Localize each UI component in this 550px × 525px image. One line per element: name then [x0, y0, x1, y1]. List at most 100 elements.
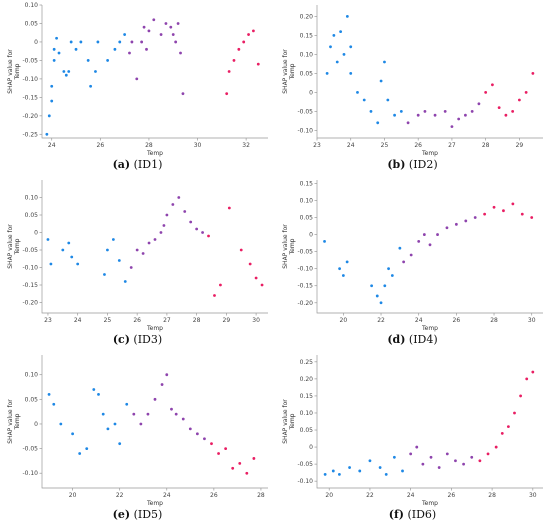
x-axis-label: Temp [146, 325, 163, 332]
data-point [46, 238, 50, 241]
data-point [337, 472, 341, 476]
data-point [338, 267, 341, 271]
y-tick-label: 0.10 [25, 372, 39, 379]
y-tick-label: -0.05 [22, 446, 38, 453]
data-point [341, 274, 345, 277]
data-point [129, 266, 133, 269]
data-point [55, 36, 58, 40]
data-point [445, 452, 449, 456]
data-point [464, 113, 467, 117]
x-tick-label: 30 [528, 317, 536, 324]
data-point [323, 472, 327, 476]
y-tick-label: -0.15 [297, 283, 313, 290]
chart-panel-c: 23 24 25 26 27 28 29 30 -0.20 -0.15 -0.10 -0.05 0 0.0… [0, 175, 275, 350]
data-point [142, 25, 146, 29]
scatter-plot-c: 23 24 25 26 27 28 29 30 -0.20 -0.15 -0.10 -0.05 0 0.0… [7, 180, 268, 332]
data-point [248, 262, 252, 266]
y-tick-label: 0.05 [300, 215, 314, 222]
y-axis-label: SHAP value forTemp [282, 49, 296, 94]
data-point [406, 121, 410, 125]
scatter-plot-b: 23 24 25 26 27 28 29 -0.10 -0.05 0 0.05 0.10 0.15 0.2… [282, 5, 543, 157]
data-point [513, 411, 516, 415]
data-point [349, 45, 353, 49]
y-tick-label: 0.15 [300, 32, 314, 39]
caption-id: (ID5) [130, 508, 163, 521]
data-point [254, 276, 258, 280]
y-tick-label: 0.10 [25, 2, 39, 9]
data-point [47, 114, 51, 118]
data-point [123, 280, 127, 283]
data-point [189, 220, 193, 224]
x-tick-label: 26 [133, 317, 141, 324]
data-point [217, 452, 220, 455]
data-point [415, 445, 419, 449]
data-point [464, 219, 468, 223]
data-point [71, 432, 75, 436]
data-point [462, 462, 465, 466]
y-tick-label: 0.05 [300, 70, 314, 77]
data-point [125, 402, 129, 406]
data-point [146, 412, 150, 416]
data-point [252, 29, 255, 33]
data-point [384, 472, 388, 476]
caption-id: (ID4) [405, 333, 438, 346]
data-point [376, 121, 380, 125]
data-point [239, 248, 243, 252]
y-tick-label: 0.20 [300, 13, 314, 20]
data-point [160, 383, 164, 386]
y-tick-label: -0.10 [22, 470, 38, 477]
data-point [147, 29, 151, 33]
y-axis-label: SHAP value forTemp [7, 49, 21, 94]
data-point [398, 246, 402, 250]
data-point [443, 110, 447, 113]
x-tick-label: 30 [529, 492, 537, 499]
data-point [86, 59, 90, 62]
data-point [145, 47, 148, 51]
data-point [409, 253, 413, 257]
x-tick-label: 26 [97, 142, 105, 149]
x-tick-label: 26 [210, 492, 218, 499]
data-point [174, 412, 178, 416]
data-point [492, 205, 496, 209]
x-tick-label: 23 [44, 317, 52, 324]
data-point [383, 60, 386, 64]
x-tick-label: 27 [448, 142, 456, 149]
caption-id: (ID2) [405, 158, 438, 171]
data-point [171, 33, 175, 36]
data-point [494, 445, 498, 449]
panel-caption: (e) (ID5) [0, 508, 275, 521]
x-axis-label: Temp [421, 500, 438, 507]
data-point [74, 47, 78, 51]
caption-id: (ID1) [130, 158, 163, 171]
data-point [335, 60, 339, 64]
caption-label: (d) [387, 333, 406, 346]
chart-panel-b: 23 24 25 26 27 28 29 -0.10 -0.05 0 0.05 0.10 0.15 0.2… [275, 0, 550, 175]
data-point [416, 113, 420, 117]
x-tick-label: 28 [257, 492, 265, 499]
x-tick-label: 28 [193, 317, 201, 324]
data-point [188, 427, 192, 431]
data-point [171, 203, 175, 206]
data-point [238, 461, 242, 465]
x-axis-label: Temp [421, 325, 438, 332]
data-point [162, 224, 166, 227]
data-point [170, 407, 173, 411]
y-tick-label: -0.05 [297, 108, 313, 115]
data-point [323, 239, 326, 243]
caption-label: (f) [388, 508, 404, 521]
panel-caption: (a) (ID1) [0, 158, 275, 171]
y-tick-label: -0.05 [22, 247, 38, 254]
data-point [135, 77, 139, 81]
y-tick-label: 0.05 [25, 20, 39, 27]
data-point [370, 284, 374, 288]
y-tick-label: 0 [34, 421, 38, 428]
data-point [368, 459, 372, 463]
data-point [478, 459, 482, 463]
data-point [470, 110, 474, 113]
data-point [177, 196, 181, 199]
data-point [362, 98, 366, 102]
y-tick-label: -0.05 [22, 57, 38, 64]
data-point [519, 394, 523, 398]
y-tick-label: -0.20 [22, 113, 38, 120]
y-axis-label: SHAP value forTemp [7, 399, 21, 444]
